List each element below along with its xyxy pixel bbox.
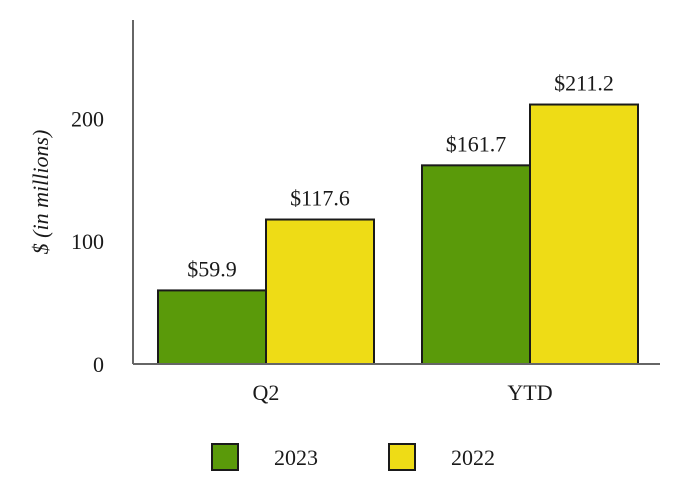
y-tick-label: 200 <box>71 106 104 131</box>
legend-label: 2022 <box>451 445 495 470</box>
bar-2023-q2 <box>157 289 267 365</box>
data-label: $117.6 <box>290 186 350 211</box>
data-label: $161.7 <box>446 131 507 156</box>
data-label: $59.9 <box>187 256 237 281</box>
legend-swatch-2023 <box>211 443 239 471</box>
bar-2022-q2 <box>265 218 375 365</box>
y-axis-title: $ (in millions) <box>28 130 53 255</box>
y-tick-label: 0 <box>93 352 104 377</box>
x-tick-label: YTD <box>507 380 552 405</box>
legend-swatch-2022 <box>388 443 416 471</box>
y-tick-label: 100 <box>71 229 104 254</box>
x-tick-label: Q2 <box>253 380 280 405</box>
legend-label: 2023 <box>274 445 318 470</box>
bar-2023-ytd <box>421 164 531 365</box>
data-label: $211.2 <box>554 71 614 96</box>
bar-2022-ytd <box>529 103 639 365</box>
